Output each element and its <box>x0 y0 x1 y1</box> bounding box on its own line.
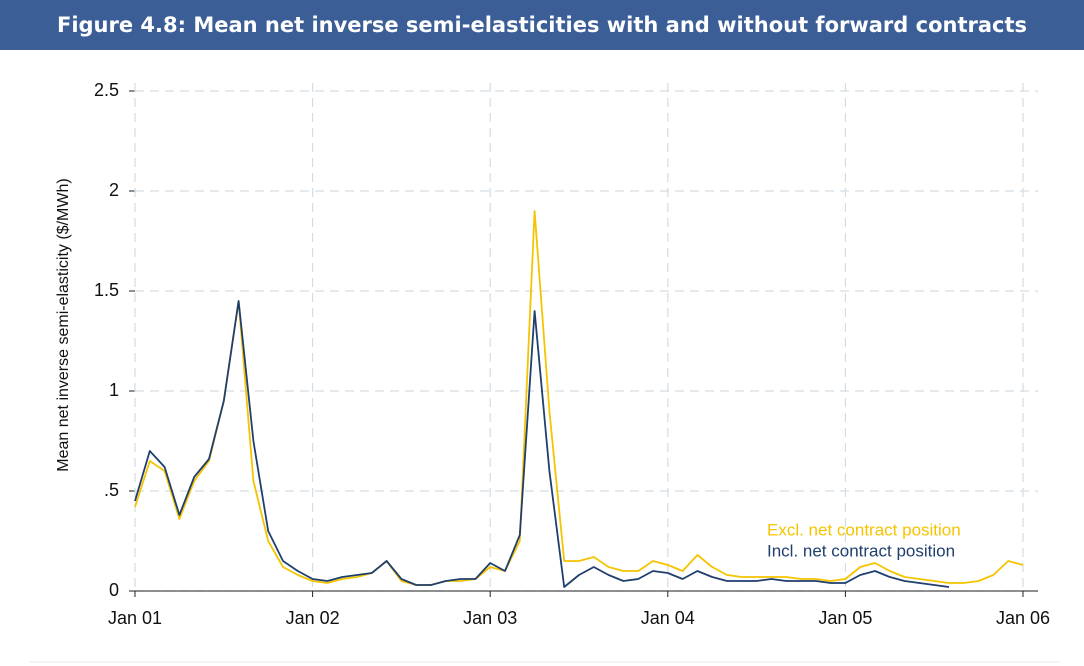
x-tick-label: Jan 03 <box>463 608 517 628</box>
x-tick-label: Jan 04 <box>641 608 695 628</box>
y-tick-label: 0 <box>109 580 119 600</box>
y-tick-label: .5 <box>104 480 119 500</box>
y-axis-label: Mean net inverse semi-elasticity ($/MWh) <box>55 178 72 471</box>
legend-label: Excl. net contract position <box>767 520 961 539</box>
x-tick-label: Jan 05 <box>818 608 872 628</box>
y-tick-label: 2 <box>109 180 119 200</box>
legend-label: Incl. net contract position <box>767 541 955 560</box>
y-tick-label: 2.5 <box>94 80 119 100</box>
title-bar <box>0 0 1084 50</box>
x-tick-label: Jan 02 <box>286 608 340 628</box>
chart-title: Figure 4.8: Mean net inverse semi-elasti… <box>57 13 1027 37</box>
y-tick-label: 1.5 <box>94 280 119 300</box>
series-line <box>134 210 1024 586</box>
x-tick-label: Jan 06 <box>996 608 1050 628</box>
series-line <box>134 300 950 588</box>
y-tick-label: 1 <box>109 380 119 400</box>
x-tick-label: Jan 01 <box>108 608 162 628</box>
